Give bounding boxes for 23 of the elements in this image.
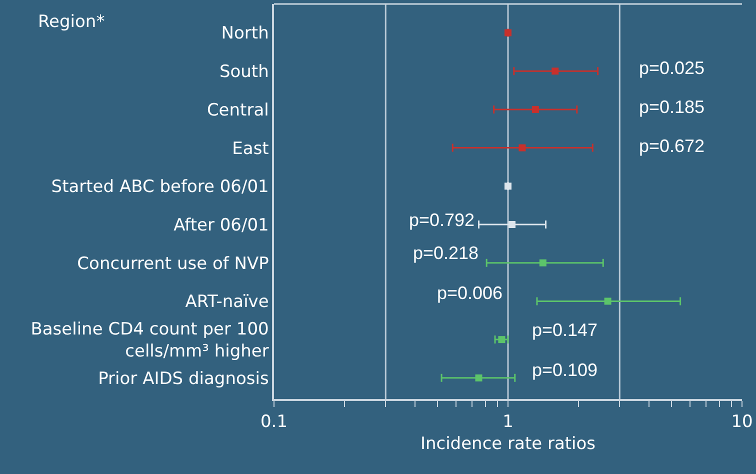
annotation: p=0.025 <box>639 58 705 78</box>
annotation: p=0.109 <box>532 360 598 380</box>
annotation: p=0.672 <box>639 136 705 156</box>
y-tick-label: Central <box>206 100 269 120</box>
x-tick-label: 0.1 <box>260 412 288 432</box>
y-tick-label: Started ABC before 06/01 <box>51 177 269 198</box>
y-tick-label: After 06/01 <box>174 215 269 236</box>
x-tick-label: 10 <box>731 412 753 432</box>
annotation: p=0.147 <box>532 320 598 340</box>
annotation: p=0.185 <box>639 97 705 117</box>
annotation: p=0.218 <box>413 243 479 263</box>
annotation: p=0.792 <box>409 210 475 230</box>
y-tick-label: North <box>221 24 269 44</box>
y-tick-label: East <box>232 138 270 159</box>
y-tick-label: South <box>219 62 269 82</box>
text: Region* <box>38 12 105 32</box>
y-tick-label: Concurrent use of NVP <box>77 254 269 274</box>
y-tick-label: Baseline CD4 count per 100 cells/mm³ higher <box>30 319 269 362</box>
y-tick-label: ART-naïve <box>185 292 269 312</box>
annotation: p=0.006 <box>437 283 503 303</box>
x-tick-label: 1 <box>502 412 514 432</box>
y-tick-label: Prior AIDS diagnosis <box>98 368 269 389</box>
x-axis-title: Incidence rate ratios <box>420 434 596 454</box>
